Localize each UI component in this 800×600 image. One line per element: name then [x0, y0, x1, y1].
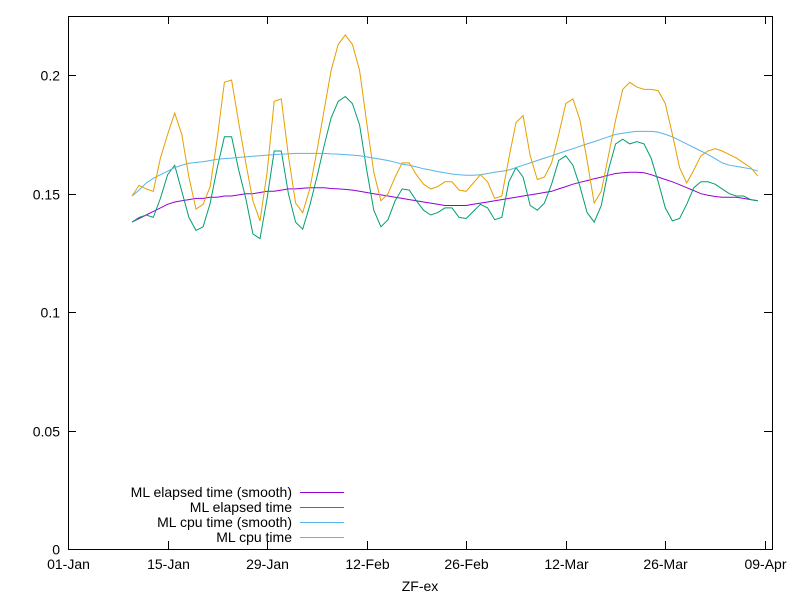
x-tick-label: 29-Jan — [246, 556, 289, 572]
y-tick-label: 0 — [52, 542, 60, 558]
x-tick-label: 01-Jan — [47, 556, 90, 572]
series-line-0 — [131, 171, 758, 223]
x-tick-label: 12-Feb — [345, 556, 390, 572]
legend-label: ML elapsed time (smooth) — [131, 484, 292, 500]
legend-label: ML elapsed time — [190, 499, 292, 515]
x-tick-label: 15-Jan — [147, 556, 190, 572]
legend-label: ML cpu time — [216, 529, 292, 545]
y-tick-label: 0.1 — [41, 305, 61, 321]
x-tick-label: 12-Mar — [544, 556, 589, 572]
x-tick-label: 26-Mar — [643, 556, 688, 572]
x-tick-label: 26-Feb — [444, 556, 489, 572]
y-tick-label: 0.05 — [33, 424, 60, 440]
x-tick-label: 09-Apr — [744, 556, 786, 572]
series-line-1 — [131, 95, 758, 240]
legend-label: ML cpu time (smooth) — [157, 514, 292, 530]
y-tick-label: 0.2 — [41, 68, 61, 84]
plot-frame — [68, 16, 773, 550]
legend: ML elapsed time (smooth)ML elapsed timeM… — [131, 484, 344, 545]
y-tick-label: 0.15 — [33, 187, 60, 203]
x-axis: 01-Jan 15-Jan 29-Jan 12-Feb 26-Feb 12-Mar 26-M… — [47, 16, 787, 572]
series-line-2 — [131, 130, 758, 197]
y-axis: 0 0.05 0.1 0.15 0.2 — [33, 68, 772, 558]
series-lines — [131, 34, 759, 240]
x-axis-label: ZF-ex — [402, 578, 439, 594]
series-line-3 — [131, 34, 759, 222]
